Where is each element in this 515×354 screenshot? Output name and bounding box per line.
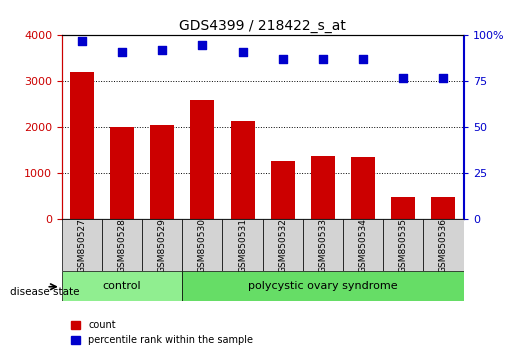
FancyBboxPatch shape — [62, 219, 102, 271]
Point — [439, 75, 448, 81]
Text: GSM850534: GSM850534 — [358, 218, 368, 273]
Text: GSM850536: GSM850536 — [439, 218, 448, 273]
Text: GSM850527: GSM850527 — [77, 218, 87, 273]
Text: disease state: disease state — [10, 287, 80, 297]
Text: GSM850533: GSM850533 — [318, 218, 328, 273]
Point — [238, 49, 247, 55]
Bar — [191, 100, 214, 219]
FancyBboxPatch shape — [182, 271, 464, 301]
FancyBboxPatch shape — [383, 219, 423, 271]
Bar — [70, 72, 94, 219]
FancyBboxPatch shape — [142, 219, 182, 271]
FancyBboxPatch shape — [263, 219, 303, 271]
Bar — [351, 157, 375, 219]
FancyBboxPatch shape — [62, 271, 182, 301]
Text: GSM850530: GSM850530 — [198, 218, 207, 273]
FancyBboxPatch shape — [303, 219, 343, 271]
Bar — [271, 161, 295, 219]
Point — [78, 38, 86, 44]
Point — [279, 57, 287, 62]
Legend: count, percentile rank within the sample: count, percentile rank within the sample — [66, 316, 257, 349]
Bar — [110, 127, 134, 219]
Bar — [311, 156, 335, 219]
Point — [359, 57, 367, 62]
Text: GSM850531: GSM850531 — [238, 218, 247, 273]
Text: polycystic ovary syndrome: polycystic ovary syndrome — [248, 281, 398, 291]
FancyBboxPatch shape — [423, 219, 464, 271]
Text: GSM850528: GSM850528 — [117, 218, 127, 273]
FancyBboxPatch shape — [182, 219, 222, 271]
Point — [158, 47, 166, 53]
Point — [198, 42, 207, 47]
Title: GDS4399 / 218422_s_at: GDS4399 / 218422_s_at — [179, 19, 346, 33]
FancyBboxPatch shape — [343, 219, 383, 271]
Point — [399, 75, 407, 81]
FancyBboxPatch shape — [222, 219, 263, 271]
Text: GSM850529: GSM850529 — [158, 218, 167, 273]
Text: GSM850535: GSM850535 — [399, 218, 408, 273]
Bar — [391, 198, 415, 219]
Bar — [231, 120, 254, 219]
Bar — [150, 125, 174, 219]
Point — [319, 57, 327, 62]
Bar — [432, 197, 455, 219]
Text: control: control — [103, 281, 141, 291]
FancyBboxPatch shape — [102, 219, 142, 271]
Point — [118, 49, 126, 55]
Text: GSM850532: GSM850532 — [278, 218, 287, 273]
